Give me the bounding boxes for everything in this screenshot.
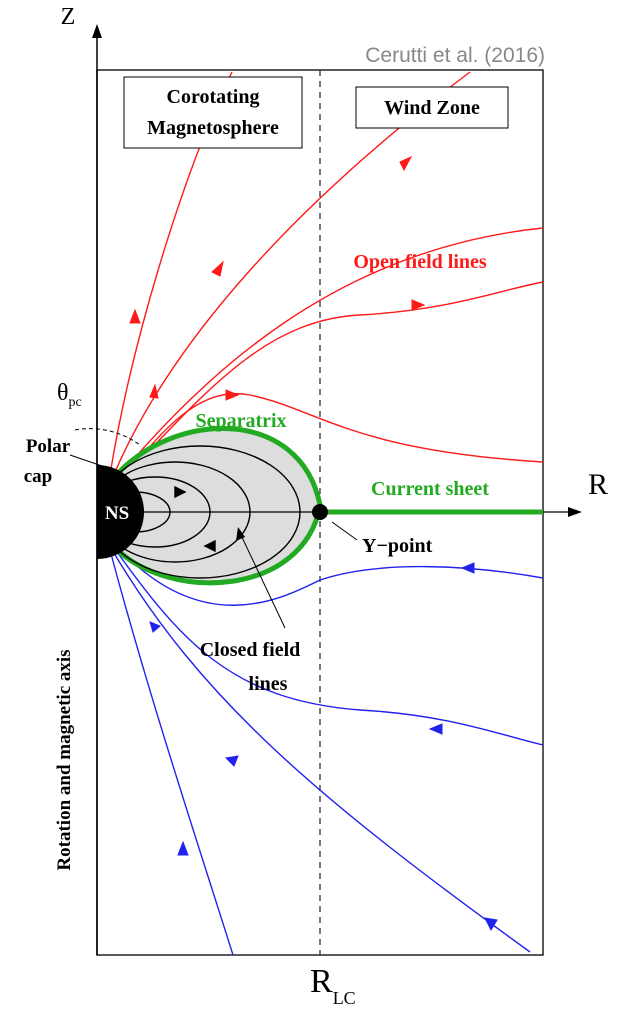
polar-cap-label: cap <box>24 466 53 487</box>
rlc-sub: LC <box>333 988 356 1008</box>
theta-arc <box>75 429 140 445</box>
theta-sub: pc <box>69 395 82 410</box>
z-arrow <box>92 24 102 38</box>
polar-cap-arrow <box>70 455 108 468</box>
open-lines-label: Open field lines <box>353 251 487 273</box>
closed-lines-label: Closed field <box>200 639 301 661</box>
zone-label: Wind Zone <box>384 97 480 119</box>
separatrix-label: Separatrix <box>195 410 286 432</box>
open-field-lines-south <box>110 542 543 955</box>
polar-cap-label: Polar <box>26 436 71 457</box>
star-label: NS <box>105 503 129 524</box>
attribution: Cerutti et al. (2016) <box>365 44 545 67</box>
r-arrow <box>568 507 582 517</box>
current-sheet-label: Current sheet <box>371 478 489 500</box>
axis-label: Rotation and magnetic axis <box>54 649 75 870</box>
z-label: Z <box>61 4 76 30</box>
y-point-label: Y−point <box>362 535 433 557</box>
y-point-arrow <box>332 522 357 540</box>
theta-main: θ <box>57 380 69 406</box>
rlc-main: R <box>310 963 333 1000</box>
zone-label: Magnetosphere <box>147 117 279 139</box>
closed-lines-label: lines <box>249 673 288 695</box>
r-label: R <box>588 468 608 501</box>
zone-label: Corotating <box>167 86 260 108</box>
rlc-label: RLC <box>310 963 356 1008</box>
magnetosphere-diagram: Z R Cerutti et al. (2016) Corotating Mag… <box>0 0 621 1013</box>
theta-label: θpc <box>57 380 82 410</box>
y-point <box>312 504 328 520</box>
